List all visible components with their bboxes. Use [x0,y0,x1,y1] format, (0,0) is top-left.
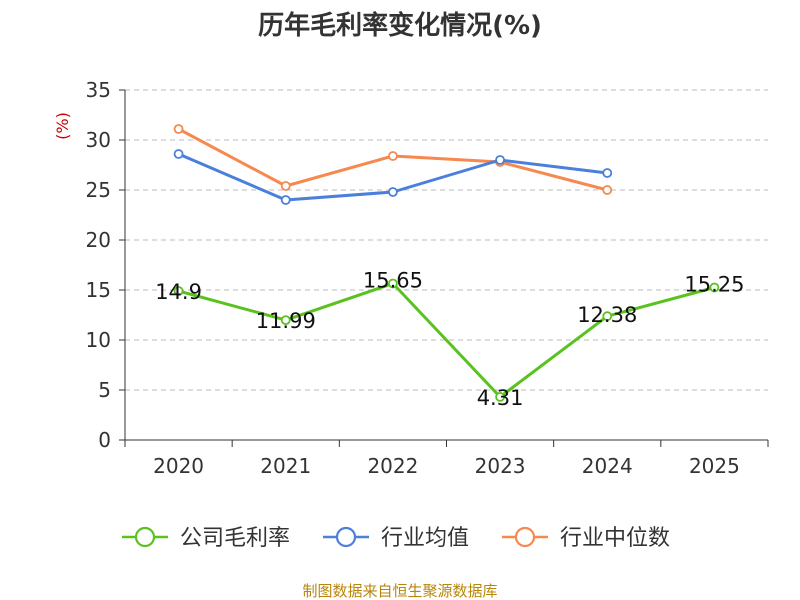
series-company [173,278,720,402]
data-label: 11.99 [256,309,316,333]
data-point[interactable] [602,311,613,322]
legend-marker [514,526,536,548]
data-point[interactable] [280,181,291,191]
x-tick-label: 2023 [475,454,526,478]
y-tick-label: 30 [86,128,111,152]
series-industry-median [173,124,613,195]
y-tick-label: 25 [86,178,111,202]
series-industry-mean [173,149,613,205]
data-label: 14.9 [155,280,202,304]
data-point[interactable] [173,124,184,134]
data-point[interactable] [173,149,184,159]
data-label: 15.25 [684,273,744,297]
series-line [178,282,715,399]
data-labels: 14.9 11.99 15.65 4.31 12.38 15.25 [155,269,744,410]
data-point[interactable] [602,185,613,195]
x-tick-label: 2020 [153,454,204,478]
legend-marker [335,526,357,548]
data-point[interactable] [280,195,291,205]
legend-item[interactable]: 行业均值 [323,526,469,551]
data-point[interactable] [173,286,184,296]
legend-label: 公司毛利率 [180,526,290,551]
legend-label: 行业中位数 [560,526,670,551]
y-tick-label: 5 [98,378,111,402]
legend-item[interactable]: 行业中位数 [502,526,670,551]
data-point[interactable] [388,278,398,289]
source-note: 制图数据来自恒生聚源数据库 [302,582,497,600]
data-label: 15.65 [363,269,423,293]
x-tick-label: 2021 [260,454,311,478]
data-point[interactable] [602,168,613,178]
series-layer [173,124,720,402]
y-tick-label: 10 [86,328,111,352]
y-tick-label: 0 [98,428,111,452]
chart-title: 历年毛利率变化情况(%) [258,10,542,41]
y-tick-label: 20 [86,228,111,252]
data-point[interactable] [495,155,505,165]
y-axis-unit: (%) [53,112,72,140]
legend-label: 行业均值 [381,526,469,551]
y-tick-label: 35 [86,78,111,102]
data-point[interactable] [388,187,398,197]
gridlines [125,89,768,391]
legend-item[interactable]: 公司毛利率 [122,526,290,551]
x-tick-label: 2025 [689,454,740,478]
data-point[interactable] [280,315,291,326]
data-point[interactable] [709,282,720,293]
data-label: 4.31 [477,386,524,410]
x-tick-label: 2024 [582,454,633,478]
data-label: 12.38 [577,303,637,327]
x-tick-label: 2022 [367,454,418,478]
legend-marker [134,526,156,548]
data-point[interactable] [388,151,398,161]
y-tick-label: 15 [86,278,111,302]
data-point[interactable] [495,391,505,402]
legend[interactable]: 公司毛利率 行业均值 行业中位数 [122,526,670,551]
